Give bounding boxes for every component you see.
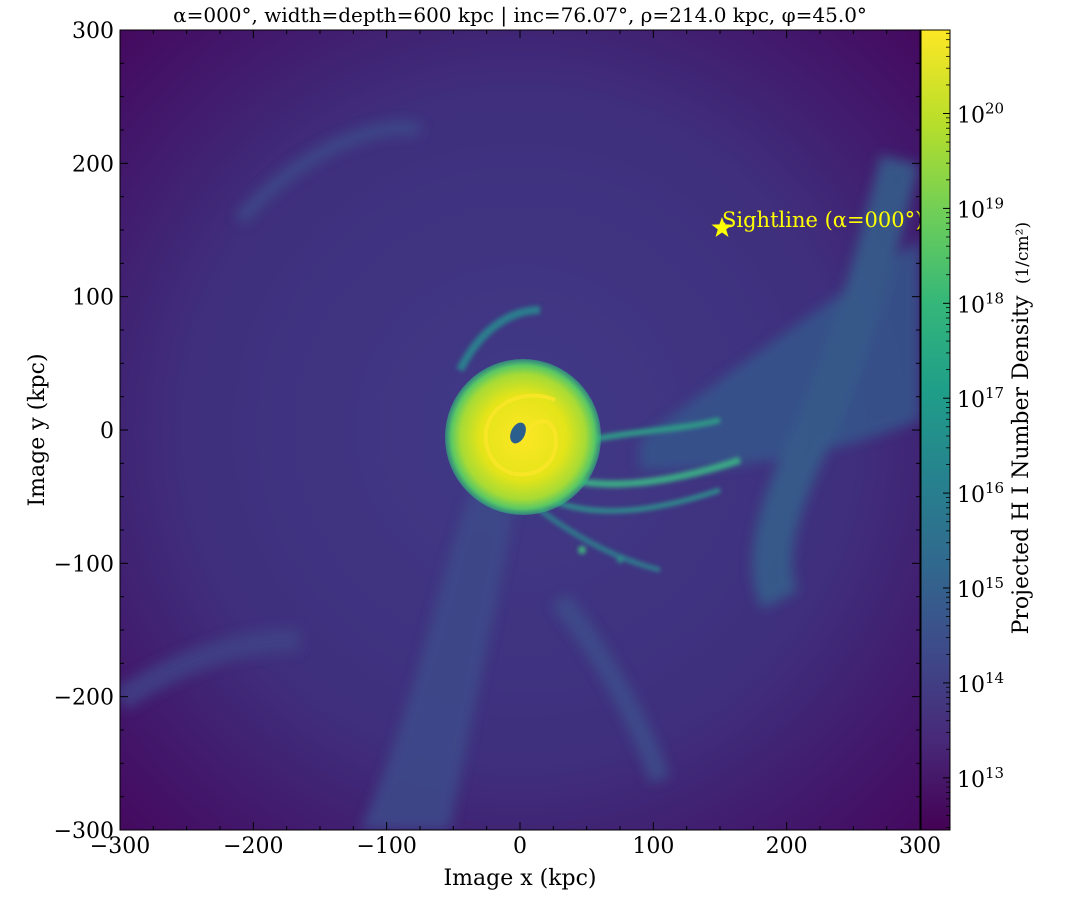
colorbar-tick-label: 1013	[957, 764, 1004, 793]
colorbar-tick-label: 1017	[957, 384, 1004, 413]
x-axis-label: Image x (kpc)	[443, 866, 596, 891]
colorbar-tick-label: 1020	[957, 100, 1004, 129]
tidal-streams	[456, 306, 742, 573]
x-tick-label: 300	[899, 834, 941, 859]
colorbar-tick-label: 1018	[957, 289, 1004, 318]
colorbar: 1013 1014 1015 1016 1017 1018 1019 1020 Project…	[920, 29, 1034, 831]
colorbar-unit: (1/cm²)	[1013, 222, 1033, 284]
sightline-label: Sightline (α=000°)	[722, 208, 923, 232]
y-tick-label: 200	[72, 152, 114, 177]
colorbar-gradient	[920, 29, 951, 831]
spiral-arm	[483, 393, 558, 477]
y-tick-label: 0	[100, 419, 114, 444]
x-tick-label: 0	[513, 834, 527, 859]
colorbar-tick-label: 1014	[957, 669, 1004, 698]
colorbar-tick-label: 1019	[957, 194, 1004, 223]
x-tick-label: 100	[632, 834, 674, 859]
y-axis-label: Image y (kpc)	[25, 353, 50, 506]
x-tick-label: 200	[766, 834, 808, 859]
diffuse-structures	[120, 121, 920, 830]
y-tick-label: −200	[54, 686, 114, 711]
x-tick-label: −300	[90, 834, 150, 859]
y-tick-label: −300	[54, 819, 114, 844]
x-axis: −300 −200 −100 0 100 200 300	[90, 30, 941, 859]
central-hole	[510, 422, 526, 444]
y-tick-label: −100	[54, 552, 114, 577]
sightline-star-icon	[711, 217, 733, 237]
sightline-marker: Sightline (α=000°)	[711, 208, 923, 237]
y-axis: −300 −200 −100 0 100 200 300	[54, 19, 920, 844]
chart-title: α=000°, width=depth=600 kpc | inc=76.07°…	[173, 3, 867, 28]
colorbar-label: Projected H I Number Density	[1009, 295, 1034, 634]
y-tick-label: 100	[72, 286, 114, 311]
density-map: Sightline (α=000°)	[120, 30, 923, 830]
colorbar-tick-label: 1016	[957, 479, 1004, 508]
x-tick-label: −100	[356, 834, 416, 859]
x-tick-label: −200	[223, 834, 283, 859]
colorbar-ticks: 1013 1014 1015 1016 1017 1018 1019 1020	[943, 32, 1004, 828]
colorbar-tick-label: 1015	[957, 574, 1004, 603]
y-tick-label: 300	[72, 19, 114, 44]
